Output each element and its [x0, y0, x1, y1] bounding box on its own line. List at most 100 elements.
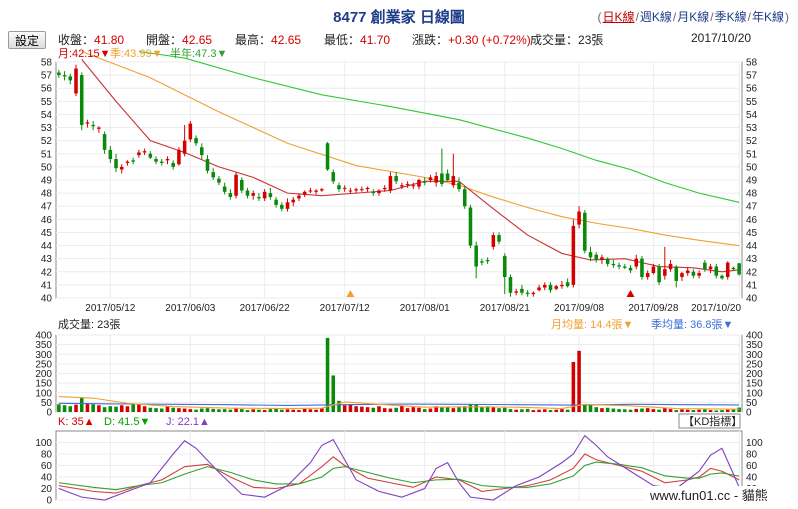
- candle-body: [457, 182, 461, 190]
- price-tick-label-left: 55: [41, 97, 53, 108]
- volume-bar: [97, 405, 101, 412]
- volume-bar: [422, 409, 427, 412]
- volume-bar: [194, 409, 198, 412]
- volume-bar: [119, 405, 124, 412]
- volume-tick-label-right: 250: [746, 359, 763, 370]
- volume-bar: [285, 409, 290, 412]
- candle-body: [554, 286, 558, 289]
- candle-body: [502, 256, 507, 278]
- volume-bar: [262, 410, 267, 412]
- date-tick-label: 2017/10/20: [691, 303, 741, 314]
- period-link-yearly[interactable]: 年K線: [751, 10, 784, 24]
- price-tick-label-left: 50: [41, 162, 53, 173]
- candle-body: [314, 190, 318, 192]
- period-link-quarterly[interactable]: 季K線: [714, 10, 747, 24]
- volume-bar: [382, 408, 387, 412]
- candle-body: [543, 284, 547, 288]
- open-label: 開盤：: [146, 33, 183, 47]
- volume-bar: [308, 409, 313, 412]
- volume-bar: [525, 408, 530, 412]
- candle-body: [428, 177, 433, 180]
- volume-bar: [594, 407, 598, 412]
- date-tick-label: 2017/08/01: [400, 303, 450, 314]
- candle-body: [531, 292, 536, 295]
- volume-bar: [114, 406, 118, 412]
- price-tick-label-right: 42: [746, 267, 758, 278]
- volume-bar: [451, 408, 456, 412]
- volume-bar: [148, 407, 153, 412]
- volume-bar: [645, 408, 650, 412]
- candle-body: [205, 159, 210, 171]
- kd-tick-label-left: 80: [41, 450, 53, 461]
- candle-body: [634, 258, 639, 267]
- kd-tick-label-left: 100: [35, 438, 52, 449]
- volume-bar: [257, 409, 261, 412]
- volume-tick-label-right: 100: [746, 388, 763, 399]
- volume-ma-month-line: [58, 396, 740, 410]
- kd-tick-label-left: 40: [41, 473, 53, 484]
- volume-bar: [200, 408, 204, 412]
- volume-bar: [697, 409, 701, 412]
- candle-body: [394, 176, 398, 182]
- period-link-weekly[interactable]: 週K線: [639, 10, 672, 24]
- kd-tick-label-left: 20: [41, 484, 53, 495]
- volume-bar: [720, 410, 724, 412]
- candle-body: [491, 235, 496, 247]
- candle-body: [680, 273, 684, 278]
- period-link-monthly[interactable]: 月K線: [677, 10, 710, 24]
- candle-body: [645, 273, 650, 278]
- volume-bar: [674, 410, 679, 412]
- candle-body: [577, 211, 581, 225]
- candle-body: [508, 277, 513, 293]
- volume-value: 23張: [578, 33, 604, 47]
- candle-body: [85, 122, 90, 124]
- candle-body: [422, 181, 427, 183]
- volume-bar: [331, 375, 336, 412]
- candle-body: [365, 187, 370, 190]
- volume-bar: [314, 409, 318, 412]
- candle-body: [565, 282, 570, 287]
- candle-body: [657, 266, 661, 283]
- bracket-close: ): [785, 10, 789, 24]
- price-tick-label-right: 56: [746, 84, 758, 95]
- candle-body: [91, 124, 95, 127]
- low-label: 最低：: [324, 33, 361, 47]
- kd-tick-label-right: 40: [746, 473, 758, 484]
- candle-body: [417, 180, 421, 187]
- volume-tick-label-left: 400: [35, 331, 52, 342]
- candle-body: [68, 76, 73, 81]
- ma-season-line: [81, 50, 740, 247]
- date-value: 2017/10/20: [691, 31, 752, 45]
- period-link-daily[interactable]: 日K線: [602, 10, 635, 24]
- date-tick-label: 2017/05/12: [85, 303, 135, 314]
- candle-body: [440, 173, 444, 184]
- candle-body: [125, 161, 130, 163]
- candle-body: [462, 189, 467, 207]
- candle-body: [714, 266, 719, 276]
- kd-legend-j: J: 22.1▲: [166, 416, 210, 428]
- price-tick-label-right: 57: [746, 71, 758, 82]
- volume-bar: [668, 409, 673, 412]
- price-tick-label-left: 42: [41, 267, 53, 278]
- volume-bar: [320, 408, 324, 412]
- candle-body: [57, 72, 61, 76]
- volume-bar: [325, 337, 330, 412]
- volume-tick-label-left: 0: [46, 408, 52, 419]
- price-tick-label-right: 54: [746, 110, 758, 121]
- candle-body: [320, 189, 324, 191]
- price-tick-label-right: 46: [746, 215, 758, 226]
- settings-button[interactable]: 設定: [8, 31, 46, 49]
- candle-body: [142, 151, 147, 153]
- candle-body: [560, 284, 564, 287]
- volume-bar: [240, 409, 244, 412]
- kd-tick-label-left: 0: [46, 496, 52, 507]
- candle-body: [371, 191, 376, 194]
- volume-ma-season-line: [58, 402, 740, 407]
- candle-body: [537, 287, 541, 291]
- price-tick-label-left: 48: [41, 189, 53, 200]
- kd-d-line: [58, 461, 740, 491]
- candle-body: [342, 187, 347, 189]
- open-stat: 開盤：42.65: [146, 31, 212, 48]
- volume-bar: [531, 410, 536, 412]
- volume-bar: [62, 405, 67, 412]
